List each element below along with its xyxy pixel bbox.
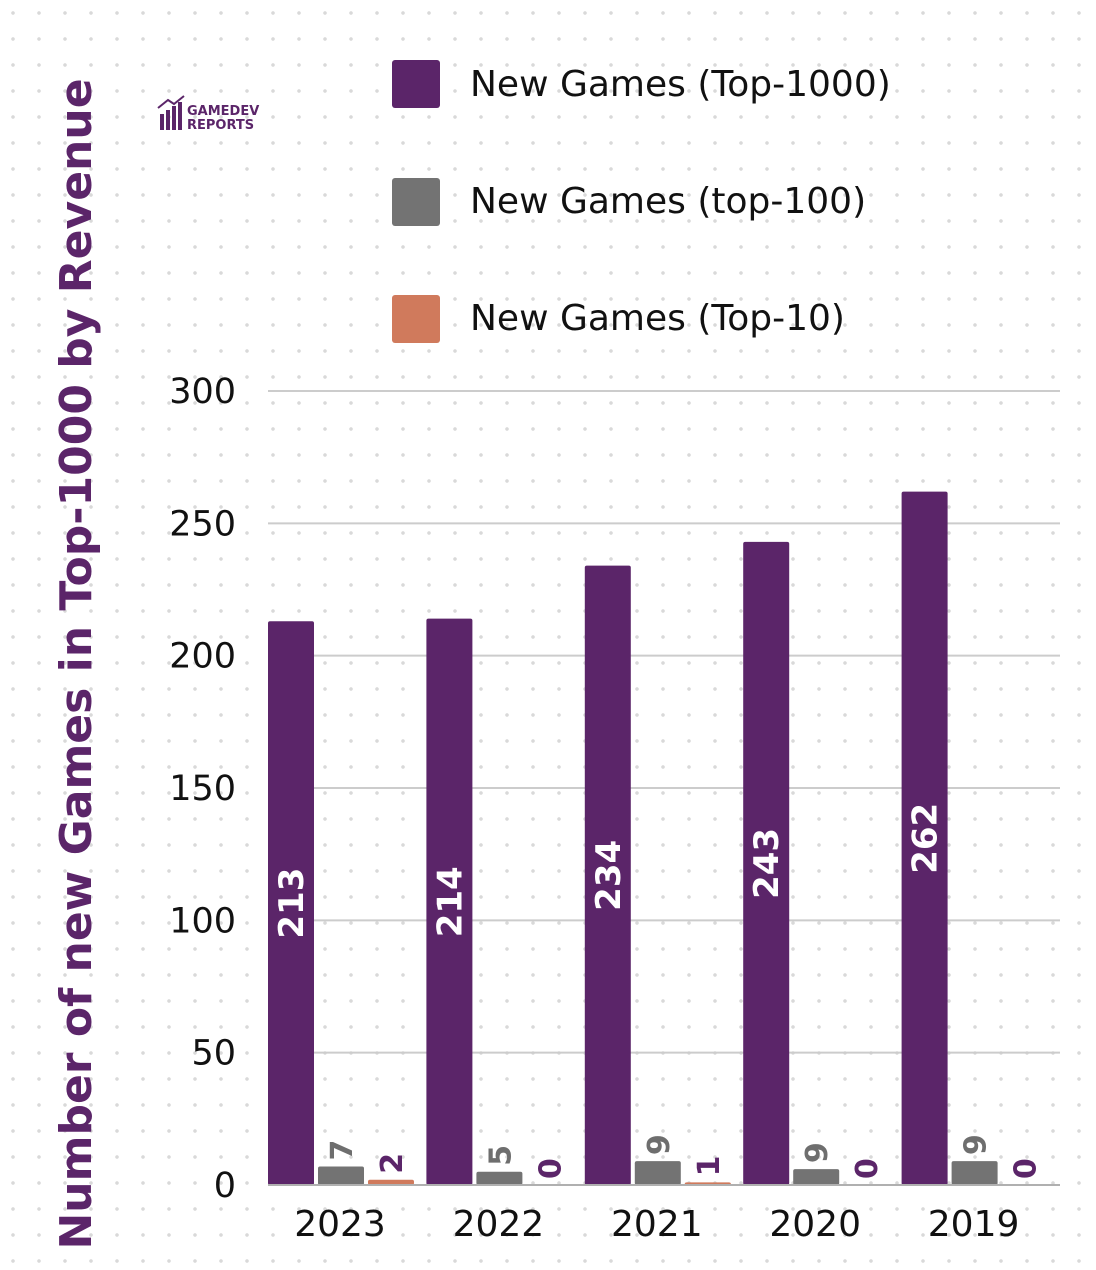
x-category-label: 2020	[769, 1204, 861, 1245]
bar-top100-2023	[318, 1166, 364, 1185]
bar-top1000-2020	[743, 541, 790, 1185]
logo-line2: REPORTS	[187, 118, 254, 133]
data-label-top10-2021: 1	[692, 1155, 727, 1176]
data-label-top10-2020: 0	[850, 1158, 885, 1179]
logo-line1: GAMEDEV	[187, 104, 259, 119]
y-tick-label: 300	[169, 372, 236, 412]
legend: New Games (Top-1000) New Games (top-100)…	[392, 60, 891, 343]
x-category-label: 2021	[611, 1204, 703, 1245]
y-tick-label: 250	[169, 504, 236, 544]
y-axis-ticks: 0 50 100 150 200 250 300	[169, 372, 236, 1206]
data-label-top1000-2019: 262	[906, 803, 946, 874]
data-label-top100-2019: 9	[959, 1134, 994, 1155]
bar-top100-2021	[634, 1161, 681, 1185]
bar-top100-2022	[476, 1171, 523, 1185]
data-label-top1000-2022: 214	[430, 866, 470, 937]
bar-top1000-2019	[901, 491, 948, 1185]
data-label-top100-2021: 9	[642, 1134, 677, 1155]
bar-top100-2020	[793, 1169, 840, 1185]
y-axis-title: Number of new Games in Top-1000 by Reven…	[51, 78, 102, 1249]
y-tick-label: 200	[169, 637, 236, 677]
bar-top100-2019	[951, 1161, 998, 1185]
legend-label-top1000: New Games (Top-1000)	[470, 64, 891, 105]
y-tick-label: 50	[191, 1034, 236, 1074]
bar-top1000-2022	[426, 618, 473, 1185]
data-label-top1000-2023: 213	[272, 868, 312, 939]
bar-top1000-2023	[268, 621, 314, 1185]
data-label-top100-2022: 5	[483, 1145, 518, 1166]
data-label-top100-2023: 7	[325, 1140, 360, 1161]
data-label-top1000-2021: 234	[589, 840, 629, 911]
y-tick-label: 0	[214, 1166, 236, 1206]
legend-swatch-top10	[392, 295, 440, 343]
legend-swatch-top1000	[392, 60, 440, 108]
legend-label-top100: New Games (top-100)	[470, 181, 866, 222]
y-tick-label: 100	[169, 901, 236, 941]
x-category-label: 2022	[453, 1204, 545, 1245]
data-label-top10-2022: 0	[533, 1158, 568, 1179]
y-tick-label: 150	[169, 769, 236, 809]
legend-label-top10: New Games (Top-10)	[470, 298, 845, 339]
data-label-top100-2020: 9	[800, 1142, 835, 1163]
legend-swatch-top100	[392, 178, 440, 226]
data-label-top10-2019: 0	[1009, 1158, 1044, 1179]
x-category-label: 2023	[294, 1204, 386, 1245]
logo-bars-icon	[157, 95, 185, 130]
bar-top1000-2021	[584, 565, 631, 1185]
data-label-top1000-2020: 243	[747, 828, 787, 899]
gamedev-reports-logo: GAMEDEV REPORTS	[157, 95, 259, 133]
data-label-top10-2023: 2	[375, 1153, 410, 1174]
x-axis-categories: 2023 2022 2021 2020 2019	[294, 1204, 1019, 1245]
bar-top10-2023	[368, 1179, 414, 1185]
x-category-label: 2019	[928, 1204, 1020, 1245]
